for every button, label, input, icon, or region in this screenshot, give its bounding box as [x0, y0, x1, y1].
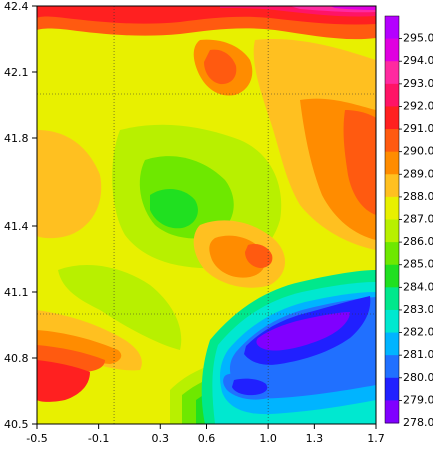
- colorbar-label: 282.0: [403, 326, 433, 339]
- graticule-lines: [37, 6, 376, 424]
- y-tick-label: 41.8: [4, 132, 29, 145]
- colorbar-label: 294.0: [403, 54, 433, 67]
- colorbar-swatch: [385, 355, 399, 379]
- colorbar-label: 290.0: [403, 145, 433, 158]
- temperature-region: [37, 360, 90, 402]
- colorbar-label: 288.0: [403, 190, 433, 203]
- colorbar-swatch: [385, 287, 399, 311]
- colorbar-swatch: [385, 129, 399, 153]
- y-tick-label: 40.8: [4, 352, 29, 365]
- colorbar-swatch: [385, 174, 399, 198]
- colorbar-swatch: [385, 242, 399, 266]
- colorbar-swatch: [385, 61, 399, 85]
- y-tick-label: 41.1: [4, 286, 29, 299]
- colorbar-swatch: [385, 377, 399, 401]
- colorbar-swatch: [385, 196, 399, 220]
- x-tick-label: 1.0: [259, 432, 277, 445]
- colorbar-label: 280.0: [403, 371, 433, 384]
- temperature-region: [245, 244, 273, 268]
- colorbar-label: 281.0: [403, 348, 433, 361]
- temperature-region: [204, 49, 237, 85]
- colorbar-swatch: [385, 38, 399, 62]
- colorbar-label: 287.0: [403, 213, 433, 226]
- colorbar-label: 279.0: [403, 393, 433, 406]
- colorbar-label: 291.0: [403, 122, 433, 135]
- x-tick-label: 1.7: [367, 432, 385, 445]
- colorbar-swatch: [385, 400, 399, 424]
- y-tick-label: 42.4: [4, 0, 29, 13]
- x-tick-label: -0.5: [26, 432, 47, 445]
- x-tick-label: 1.3: [306, 432, 324, 445]
- colorbar-label: 278.0: [403, 416, 433, 429]
- colorbar-label: 295.0: [403, 32, 433, 45]
- temperature-region: [343, 110, 376, 215]
- x-tick-label: -0.1: [88, 432, 109, 445]
- y-axis: 42.4 42.1 41.8 41.4 41.1 40.8 40.5: [4, 0, 37, 431]
- temperature-region: [330, 6, 376, 10]
- x-axis: -0.5 -0.1 0.3 0.6 1.0 1.3 1.7: [26, 424, 385, 445]
- temperature-region: [58, 265, 182, 350]
- colorbar-swatch: [385, 83, 399, 107]
- colorbar-swatch: [385, 309, 399, 334]
- y-tick-label: 41.4: [4, 220, 29, 233]
- colorbar-swatch: [385, 219, 399, 243]
- colorbar: 295.0 294.0 293.0 292.0 291.0 290.0 289.0 288.0…: [384, 15, 433, 429]
- temperature-region: [150, 188, 198, 229]
- colorbar-swatch: [385, 151, 399, 175]
- colorbar-label: 292.0: [403, 99, 433, 112]
- x-tick-label: 0.3: [152, 432, 170, 445]
- colorbar-label: 284.0: [403, 280, 433, 293]
- colorbar-label: 283.0: [403, 303, 433, 316]
- colorbar-swatch: [385, 106, 399, 130]
- colorbar-label: 293.0: [403, 77, 433, 90]
- colorbar-swatch: [385, 16, 399, 40]
- x-tick-label: 0.6: [198, 432, 216, 445]
- colorbar-swatch: [385, 332, 399, 356]
- colorbar-label: 285.0: [403, 258, 433, 271]
- colorbar-swatch: [385, 264, 399, 288]
- colorbar-label: 286.0: [403, 235, 433, 248]
- y-tick-label: 42.1: [4, 66, 29, 79]
- colorbar-label: 289.0: [403, 167, 433, 180]
- y-tick-label: 40.5: [4, 418, 29, 431]
- temperature-region: [232, 378, 268, 396]
- temperature-region: [37, 130, 102, 239]
- temperature-field: [37, 6, 376, 424]
- temperature-region: [256, 312, 350, 351]
